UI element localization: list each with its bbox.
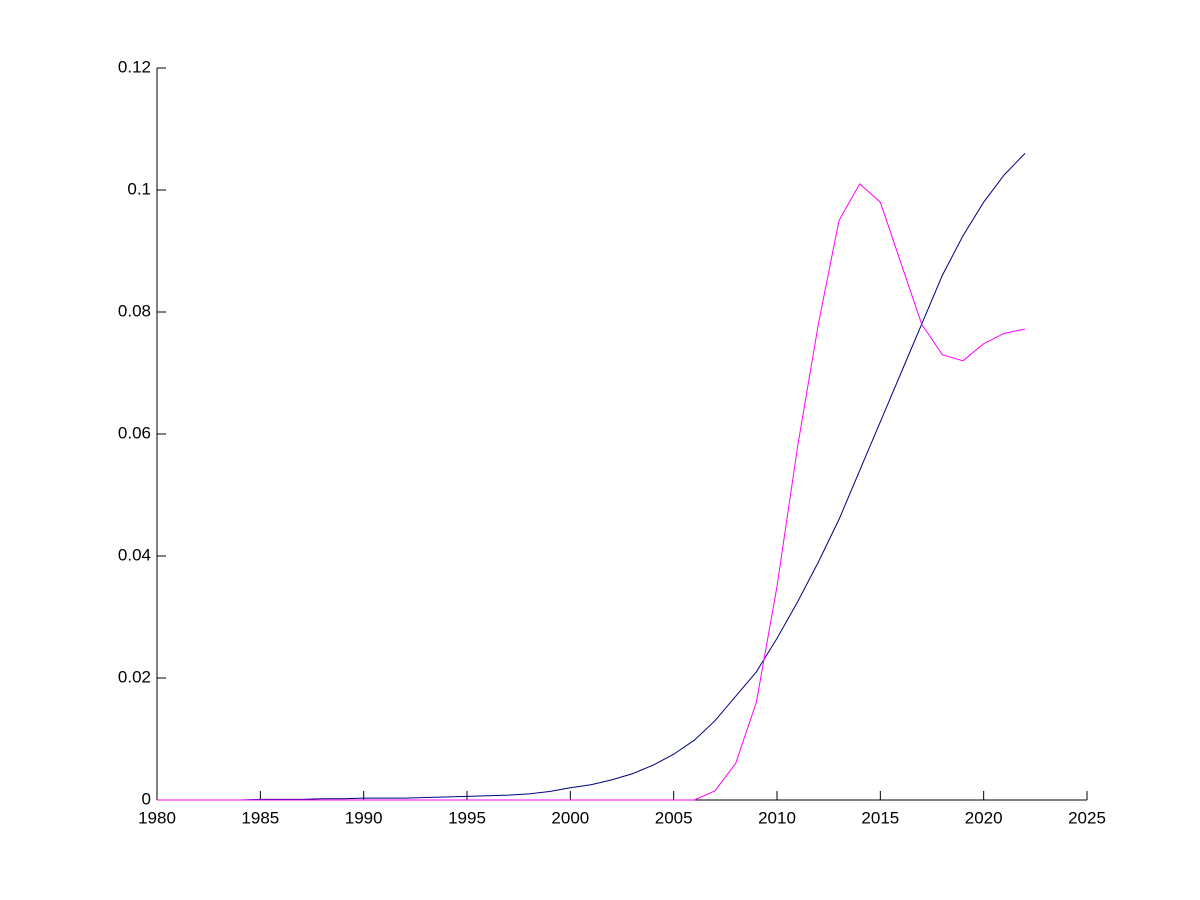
series-line (157, 153, 1026, 801)
x-tick-label: 2015 (861, 808, 899, 827)
x-tick-label: 2005 (655, 808, 693, 827)
y-tick-label: 0.06 (118, 423, 151, 442)
y-tick-label: 0.12 (118, 57, 151, 76)
x-tick-label: 1985 (241, 808, 279, 827)
y-tick-label: 0.1 (127, 179, 151, 198)
x-tick-label: 2010 (758, 808, 796, 827)
series-line (157, 183, 1026, 801)
y-tick-label: 0.04 (118, 545, 151, 564)
x-tick-label: 2025 (1068, 808, 1106, 827)
y-tick-label: 0.02 (118, 667, 151, 686)
y-tick-label: 0 (142, 789, 151, 808)
y-tick-label: 0.08 (118, 301, 151, 320)
x-tick-label: 2020 (965, 808, 1003, 827)
x-tick-label: 2000 (551, 808, 589, 827)
x-tick-label: 1980 (138, 808, 176, 827)
x-tick-label: 1990 (345, 808, 383, 827)
x-tick-label: 1995 (448, 808, 486, 827)
